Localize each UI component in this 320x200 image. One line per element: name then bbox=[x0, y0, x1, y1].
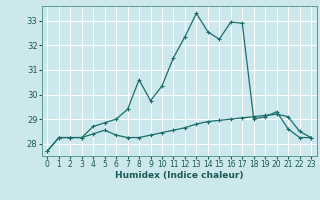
X-axis label: Humidex (Indice chaleur): Humidex (Indice chaleur) bbox=[115, 171, 244, 180]
